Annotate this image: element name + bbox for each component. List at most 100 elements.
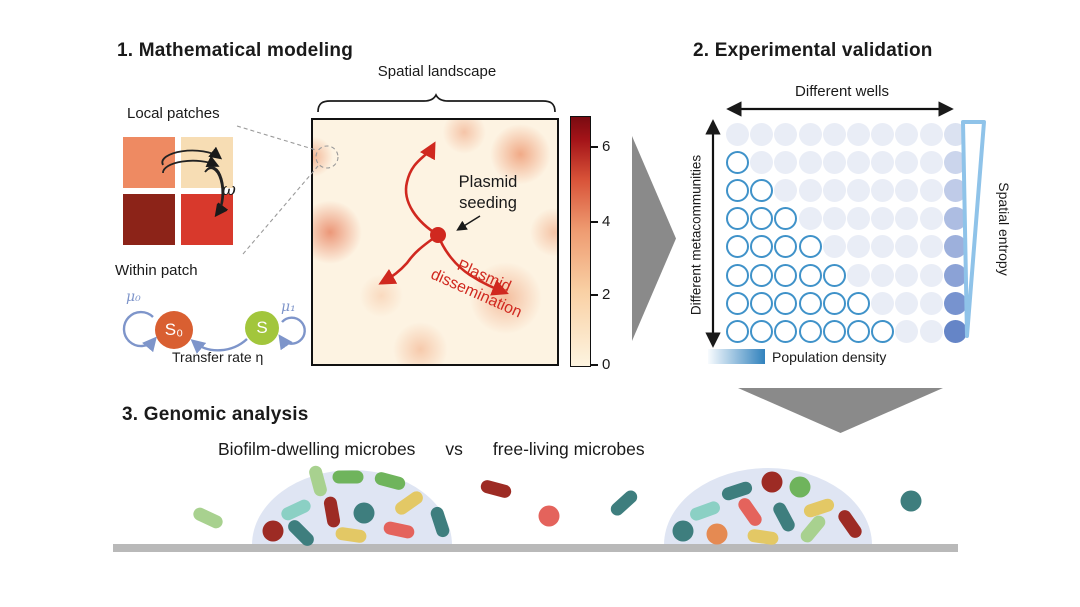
s-node-label: S	[256, 318, 268, 337]
colorbar-tick	[591, 221, 598, 223]
well	[919, 207, 943, 231]
well	[847, 179, 870, 203]
rod-lightgreen	[798, 512, 828, 546]
well	[895, 123, 919, 146]
rod-yellow	[746, 528, 780, 546]
well	[750, 151, 774, 175]
well	[847, 207, 870, 231]
well	[774, 235, 798, 259]
rod-maroon	[322, 495, 342, 529]
colorbar-tick	[591, 294, 598, 296]
rod-yellow	[334, 526, 368, 544]
coccus-maroon	[761, 471, 783, 493]
well	[822, 207, 846, 231]
heatmap-colorbar	[570, 116, 591, 367]
s-node: S	[245, 311, 279, 345]
coccus-maroon	[262, 520, 284, 542]
rod-cyan	[279, 497, 313, 523]
well	[895, 319, 919, 343]
well	[871, 235, 895, 259]
rod-yellow	[392, 488, 426, 518]
coccus-salmon	[538, 505, 560, 527]
well	[895, 235, 919, 259]
well	[750, 235, 774, 259]
colorbar-tick	[591, 146, 598, 148]
s0-node-label: S₀	[164, 320, 184, 339]
well	[798, 263, 822, 287]
rod-green	[332, 470, 364, 484]
well	[798, 319, 822, 343]
well	[822, 151, 846, 175]
well	[895, 263, 919, 287]
rod-cyan	[688, 499, 722, 523]
local-patches-label: Local patches	[127, 105, 220, 122]
well	[822, 123, 846, 146]
coccus-teal	[353, 502, 375, 524]
well	[750, 123, 774, 146]
coccus-green	[789, 476, 811, 498]
colorbar-tick-label: 0	[602, 356, 611, 373]
well	[919, 235, 943, 259]
well	[750, 319, 774, 343]
well	[798, 123, 822, 146]
rod-lightgreen	[307, 464, 329, 498]
rod-teal	[770, 500, 798, 534]
mu0-label: μ₀	[126, 289, 141, 305]
well	[822, 291, 846, 315]
well	[847, 263, 870, 287]
spatial-landscape-label: Spatial landscape	[377, 63, 497, 80]
colorbar-tick-label: 4	[602, 213, 611, 230]
well	[895, 291, 919, 315]
well	[798, 179, 822, 203]
rod-teal	[285, 517, 317, 549]
rod-green	[373, 470, 407, 492]
within-patch-label: Within patch	[115, 262, 198, 279]
well	[750, 263, 774, 287]
well	[871, 179, 895, 203]
well	[919, 179, 943, 203]
well	[871, 123, 895, 146]
well	[847, 123, 870, 146]
well	[895, 207, 919, 231]
well	[774, 263, 798, 287]
well	[750, 291, 774, 315]
section-3-title: 3. Genomic analysis	[122, 404, 309, 425]
well	[726, 235, 749, 259]
colorbar-tick-label: 2	[602, 286, 611, 303]
well	[750, 179, 774, 203]
surface-line	[113, 544, 958, 552]
well	[774, 291, 798, 315]
well	[822, 263, 846, 287]
omega-rate-label: ω	[222, 180, 236, 200]
well	[750, 207, 774, 231]
well	[847, 151, 870, 175]
well	[919, 291, 943, 315]
population-density-label: Population density	[772, 349, 887, 365]
well	[847, 291, 870, 315]
well	[822, 235, 846, 259]
rod-maroon	[835, 507, 865, 541]
well	[871, 151, 895, 175]
well	[822, 179, 846, 203]
well	[774, 179, 798, 203]
well	[726, 319, 749, 343]
well	[822, 319, 846, 343]
well	[919, 123, 943, 146]
rod-maroon	[479, 478, 513, 500]
well	[895, 151, 919, 175]
well	[726, 263, 749, 287]
rod-teal	[429, 505, 451, 539]
well	[774, 207, 798, 231]
section-1-title: 1. Mathematical modeling	[117, 40, 354, 61]
s0-node: S₀	[155, 311, 193, 349]
vs-label: vs	[445, 439, 463, 459]
well	[774, 123, 798, 146]
well	[847, 319, 870, 343]
well	[798, 235, 822, 259]
well	[871, 263, 895, 287]
plasmid-seeding-label: Plasmid seeding	[458, 173, 518, 212]
coccus-orange	[706, 523, 728, 545]
well	[726, 207, 749, 231]
